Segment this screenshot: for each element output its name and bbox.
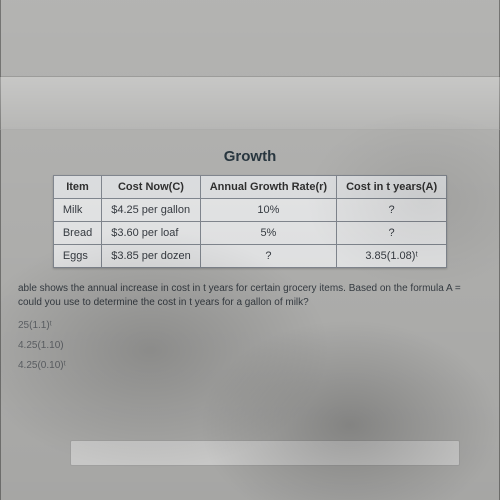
cell-rate: 10% bbox=[200, 199, 336, 222]
option-c[interactable]: 4.25(0.10)ᵗ bbox=[18, 360, 482, 371]
growth-table: Item Cost Now(C) Annual Growth Rate(r) C… bbox=[53, 175, 447, 268]
table-row: Milk $4.25 per gallon 10% ? bbox=[53, 199, 446, 222]
top-stripe bbox=[0, 76, 500, 130]
cell-cost: $4.25 per gallon bbox=[102, 199, 201, 222]
cell-rate: ? bbox=[200, 245, 336, 268]
cell-cost: $3.60 per loaf bbox=[102, 222, 201, 245]
cell-a: 3.85(1.08)ᵗ bbox=[337, 245, 447, 268]
option-a[interactable]: 25(1.1)ᵗ bbox=[18, 320, 482, 331]
question-line2: could you use to determine the cost in t… bbox=[18, 297, 309, 308]
table-row: Eggs $3.85 per dozen ? 3.85(1.08)ᵗ bbox=[53, 245, 446, 268]
cell-a: ? bbox=[337, 199, 447, 222]
cell-item: Bread bbox=[53, 222, 101, 245]
section-title: Growth bbox=[18, 148, 482, 165]
answer-input[interactable] bbox=[70, 440, 460, 466]
col-cost-t: Cost in t years(A) bbox=[337, 176, 447, 199]
col-growth-rate: Annual Growth Rate(r) bbox=[200, 176, 336, 199]
table-header-row: Item Cost Now(C) Annual Growth Rate(r) C… bbox=[53, 176, 446, 199]
cell-cost: $3.85 per dozen bbox=[102, 245, 201, 268]
cell-item: Eggs bbox=[53, 245, 101, 268]
cell-item: Milk bbox=[53, 199, 101, 222]
question-line1: able shows the annual increase in cost i… bbox=[18, 283, 461, 294]
cell-rate: 5% bbox=[200, 222, 336, 245]
question-text: able shows the annual increase in cost i… bbox=[18, 282, 482, 310]
col-cost-now: Cost Now(C) bbox=[102, 176, 201, 199]
col-item: Item bbox=[53, 176, 101, 199]
main-content: Growth Item Cost Now(C) Annual Growth Ra… bbox=[0, 140, 500, 380]
answer-options: 25(1.1)ᵗ 4.25(1.10) 4.25(0.10)ᵗ bbox=[18, 320, 482, 371]
option-b[interactable]: 4.25(1.10) bbox=[18, 340, 482, 351]
cell-a: ? bbox=[337, 222, 447, 245]
table-row: Bread $3.60 per loaf 5% ? bbox=[53, 222, 446, 245]
